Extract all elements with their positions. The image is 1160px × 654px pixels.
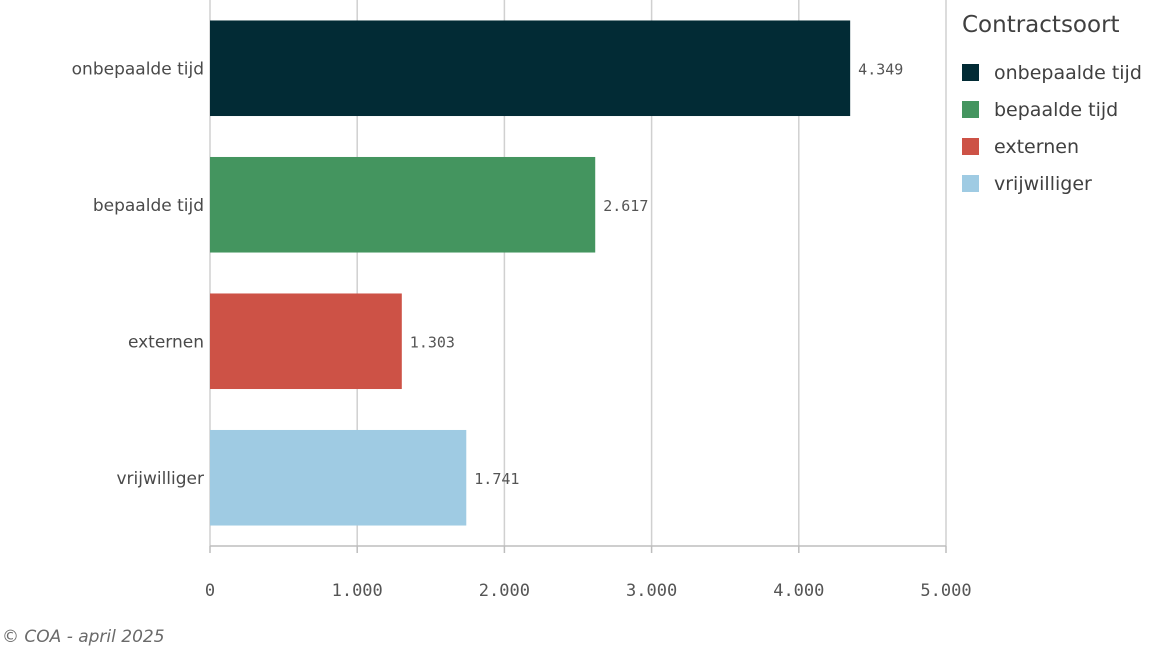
data-label: 2.617: [603, 197, 648, 215]
legend-label: bepaalde tijd: [994, 98, 1119, 121]
legend: Contractsoort onbepaalde tijd bepaalde t…: [962, 12, 1142, 202]
category-label: vrijwilliger: [116, 469, 204, 489]
bar[interactable]: [210, 429, 467, 526]
bar[interactable]: [210, 293, 402, 390]
legend-swatch: [962, 175, 979, 192]
legend-item-bepaalde-tijd[interactable]: bepaalde tijd: [962, 91, 1142, 128]
data-label: 4.349: [858, 60, 903, 78]
legend-label: externen: [994, 135, 1079, 158]
legend-label: onbepaalde tijd: [994, 61, 1142, 84]
category-label: onbepaalde tijd: [72, 59, 204, 79]
legend-item-onbepaalde-tijd[interactable]: onbepaalde tijd: [962, 54, 1142, 91]
source-footer: © COA - april 2025: [2, 627, 165, 647]
data-label: 1.303: [410, 333, 455, 351]
x-tick-label: 3.000: [626, 581, 677, 601]
x-tick-label: 0: [205, 581, 215, 601]
x-tick-label: 4.000: [773, 581, 824, 601]
legend-label: vrijwilliger: [994, 172, 1092, 195]
legend-item-externen[interactable]: externen: [962, 128, 1142, 165]
legend-title: Contractsoort: [962, 12, 1120, 38]
legend-swatch: [962, 138, 979, 155]
data-label: 1.741: [474, 470, 519, 488]
category-label: externen: [128, 332, 204, 352]
category-label: bepaalde tijd: [93, 196, 204, 216]
x-tick-label: 1.000: [332, 581, 383, 601]
legend-swatch: [962, 64, 979, 81]
legend-item-vrijwilliger[interactable]: vrijwilliger: [962, 165, 1142, 202]
x-tick-label: 5.000: [920, 581, 971, 601]
bar[interactable]: [210, 156, 596, 253]
legend-swatch: [962, 101, 979, 118]
x-tick-label: 2.000: [479, 581, 530, 601]
bar[interactable]: [210, 20, 851, 117]
